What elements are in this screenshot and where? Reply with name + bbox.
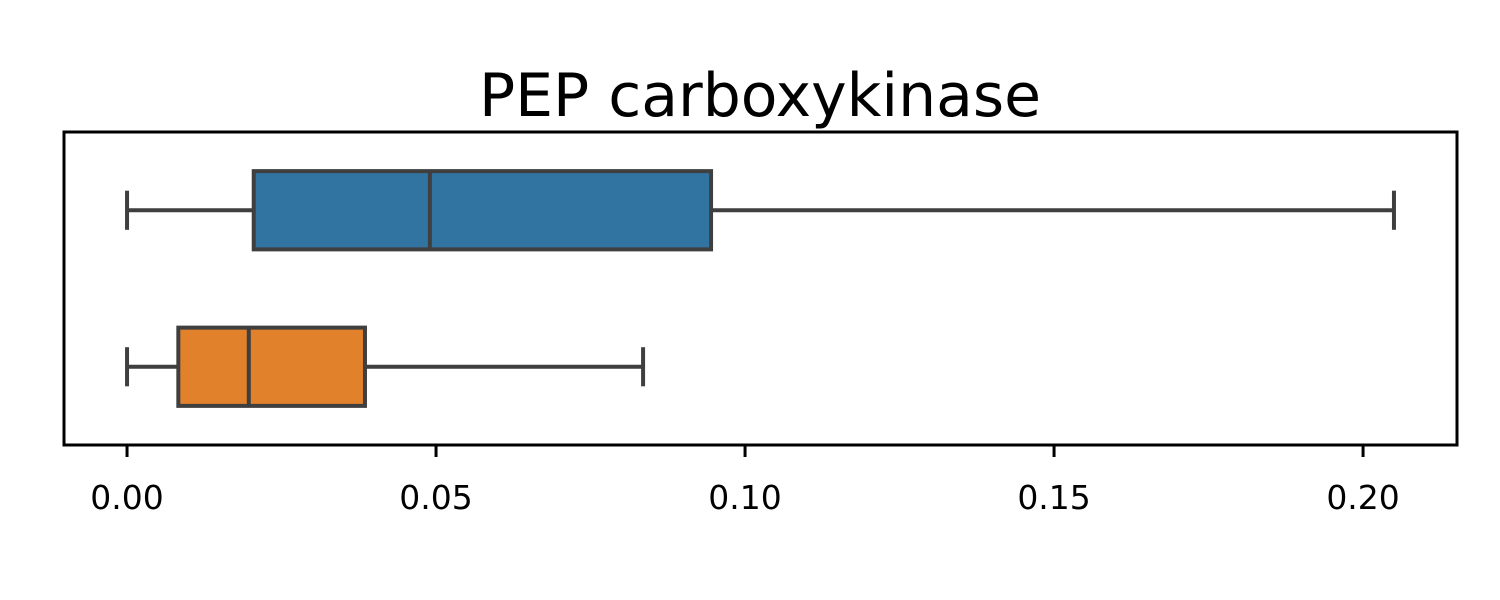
plot-frame bbox=[62, 130, 1459, 447]
box bbox=[251, 169, 714, 252]
chart-title: PEP carboxykinase bbox=[479, 61, 1041, 131]
box bbox=[176, 325, 367, 408]
x-axis: 0.00 0.05 0.10 0.15 0.20 bbox=[90, 445, 1400, 517]
x-tick-label: 0.00 bbox=[90, 478, 163, 517]
plot-marks bbox=[125, 169, 1396, 408]
x-tick-label: 0.20 bbox=[1326, 478, 1399, 517]
x-tick-label: 0.15 bbox=[1017, 478, 1090, 517]
x-tick-label: 0.05 bbox=[399, 478, 472, 517]
x-tick-label: 0.10 bbox=[708, 478, 781, 517]
box-series-2 bbox=[125, 325, 646, 408]
box-series-1 bbox=[125, 169, 1396, 252]
